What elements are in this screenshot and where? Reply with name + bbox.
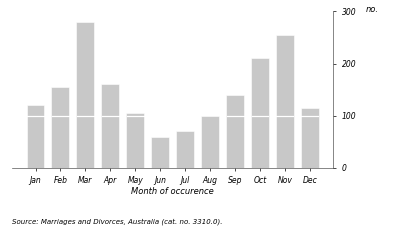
Bar: [251, 58, 269, 168]
Text: Source: Marriages and Divorces, Australia (cat. no. 3310.0).: Source: Marriages and Divorces, Australi…: [12, 218, 222, 225]
Bar: [151, 137, 169, 168]
Bar: [76, 22, 94, 168]
Bar: [126, 113, 144, 168]
Bar: [176, 131, 194, 168]
Bar: [52, 87, 69, 168]
Y-axis label: no.: no.: [366, 5, 379, 14]
Bar: [27, 105, 44, 168]
X-axis label: Month of occurence: Month of occurence: [131, 187, 214, 196]
Bar: [201, 116, 219, 168]
Bar: [101, 84, 119, 168]
Bar: [226, 95, 244, 168]
Bar: [301, 108, 319, 168]
Bar: [276, 35, 294, 168]
